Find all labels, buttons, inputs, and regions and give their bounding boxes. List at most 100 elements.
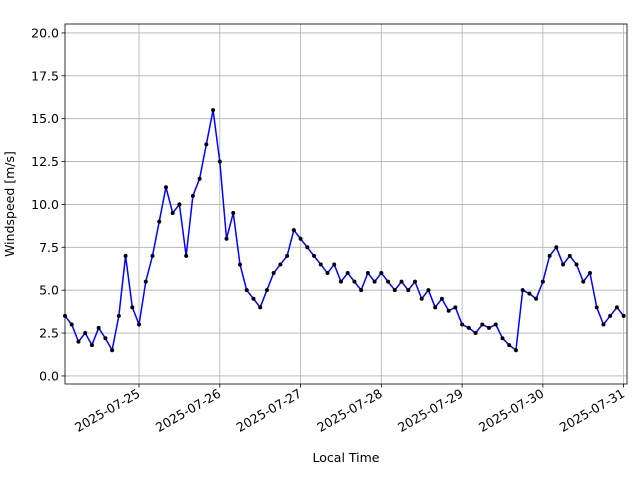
data-point [487,325,492,330]
y-tick-label: 0.0 [39,368,59,383]
data-point [224,236,229,241]
axes-frame [64,23,628,385]
data-point [264,288,269,293]
grid [65,24,627,384]
data-point [298,236,303,241]
data-point [244,288,249,293]
data-point [507,343,512,348]
data-point [608,313,613,318]
data-point [89,343,94,348]
y-tick-label: 5.0 [39,283,59,298]
data-point [318,262,323,267]
data-point [594,305,599,310]
data-point [69,322,74,327]
data-point [137,322,142,327]
data-point [446,308,451,313]
data-point [527,291,532,296]
data-point [291,228,296,233]
y-tick-label: 17.5 [31,68,59,83]
data-point [332,262,337,267]
data-point [157,219,162,224]
data-point [581,279,586,284]
data-point [419,296,424,301]
data-point [587,271,592,276]
data-point [231,211,236,216]
y-tick-label: 10.0 [31,197,59,212]
data-point [177,202,182,207]
data-point [540,279,545,284]
data-point [305,245,310,250]
plot [63,108,626,353]
data-point [130,305,135,310]
data-point [345,271,350,276]
data-point [406,288,411,293]
data-point [76,339,81,344]
y-tick-label: 7.5 [39,240,59,255]
data-point [338,279,343,284]
x-axis-label: Local Time [313,450,380,465]
data-point [103,336,108,341]
data-point [426,288,431,293]
data-point [110,348,115,353]
data-point [258,305,263,310]
data-point [359,288,364,293]
data-point [433,305,438,310]
data-point [365,271,370,276]
data-point [184,253,189,258]
data-point [480,322,485,327]
data-point [392,288,397,293]
data-point [567,253,572,258]
data-point [621,313,626,318]
data-point [217,159,222,164]
data-point [237,262,242,267]
data-point [500,336,505,341]
y-axis-label: Windspeed [m/s] [2,151,17,257]
data-point [271,271,276,276]
data-point [520,288,525,293]
data-point [547,253,552,258]
data-point [372,279,377,284]
data-point [453,305,458,310]
data-point [493,322,498,327]
data-point [473,331,478,336]
y-tick-label: 2.5 [39,326,59,341]
data-point [204,142,209,147]
data-point [379,271,384,276]
data-point [170,211,175,216]
data-point [325,271,330,276]
y-tick-label: 20.0 [31,25,59,40]
data-point [601,322,606,327]
data-point [197,176,202,181]
data-point [460,322,465,327]
data-point [513,348,518,353]
data-point [399,279,404,284]
data-point [312,253,317,258]
data-point [534,296,539,301]
data-point [211,108,216,113]
data-point [278,262,283,267]
y-tick-label: 15.0 [31,111,59,126]
data-point [561,262,566,267]
data-point [352,279,357,284]
data-point [143,279,148,284]
data-point [614,305,619,310]
data-point [285,253,290,258]
data-point [83,331,88,336]
data-point [439,296,444,301]
data-point [251,296,256,301]
data-point [150,253,155,258]
data-point [574,262,579,267]
data-point [554,245,559,250]
data-point [116,313,121,318]
y-tick-label: 12.5 [31,154,59,169]
data-point [412,279,417,284]
data-point [386,279,391,284]
data-point [190,193,195,198]
data-point [123,253,128,258]
data-point [163,185,168,190]
data-point [96,325,101,330]
data-point [466,325,471,330]
